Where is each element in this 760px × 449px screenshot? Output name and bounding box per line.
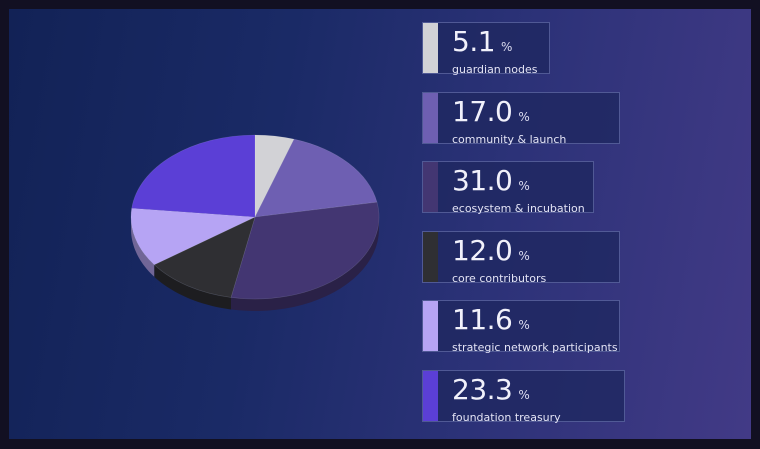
pie-chart xyxy=(130,134,380,311)
legend-value: 17.0 xyxy=(452,95,513,128)
legend-label: community & launch xyxy=(452,133,567,146)
legend-unit: % xyxy=(518,318,530,332)
legend-label: core contributors xyxy=(452,272,547,285)
pie-side-strategic-network-participants xyxy=(131,217,155,277)
legend-swatch xyxy=(423,23,438,73)
legend-item-strategic-network-participants: 11.6 % strategic network participants xyxy=(422,300,620,354)
legend-label: strategic network participants xyxy=(452,341,618,354)
legend-unit: % xyxy=(518,110,530,124)
legend-label: ecosystem & incubation xyxy=(452,202,585,215)
legend-value: 11.6 xyxy=(452,303,513,336)
legend-item-foundation-treasury: 23.3 % foundation treasury xyxy=(422,370,625,424)
pie-side-ecosystem-incubation xyxy=(231,217,379,311)
legend-swatch xyxy=(423,232,438,282)
pie-slice-foundation-treasury xyxy=(131,134,256,218)
legend-swatch xyxy=(423,371,438,421)
legend-label: foundation treasury xyxy=(452,411,561,424)
pie-slice-guardian-nodes xyxy=(254,134,295,218)
legend-value: 12.0 xyxy=(452,234,513,267)
pie-slice-core-contributors xyxy=(153,216,256,298)
legend-unit: % xyxy=(518,249,530,263)
legend-swatch xyxy=(423,162,438,212)
chart-panel: 5.1 % guardian nodes 17.0 % community & … xyxy=(9,9,751,439)
pie-slice-ecosystem-incubation xyxy=(230,201,380,300)
legend-unit: % xyxy=(518,179,530,193)
legend-item-community-launch: 17.0 % community & launch xyxy=(422,92,620,146)
pie-slice-strategic-network-participants xyxy=(130,207,257,266)
legend-item-guardian-nodes: 5.1 % guardian nodes xyxy=(422,22,550,76)
pie-slice-community-launch xyxy=(254,138,378,218)
legend-unit: % xyxy=(518,388,530,402)
legend-value: 5.1 xyxy=(452,25,496,58)
legend-label: guardian nodes xyxy=(452,63,538,76)
legend-swatch xyxy=(423,301,438,351)
legend-unit: % xyxy=(501,40,513,54)
legend-item-ecosystem-incubation: 31.0 % ecosystem & incubation xyxy=(422,161,594,215)
legend-item-core-contributors: 12.0 % core contributors xyxy=(422,231,620,285)
legend-value: 31.0 xyxy=(452,164,513,197)
legend-swatch xyxy=(423,93,438,143)
legend-value: 23.3 xyxy=(452,373,513,406)
pie-side-core-contributors xyxy=(154,264,231,310)
